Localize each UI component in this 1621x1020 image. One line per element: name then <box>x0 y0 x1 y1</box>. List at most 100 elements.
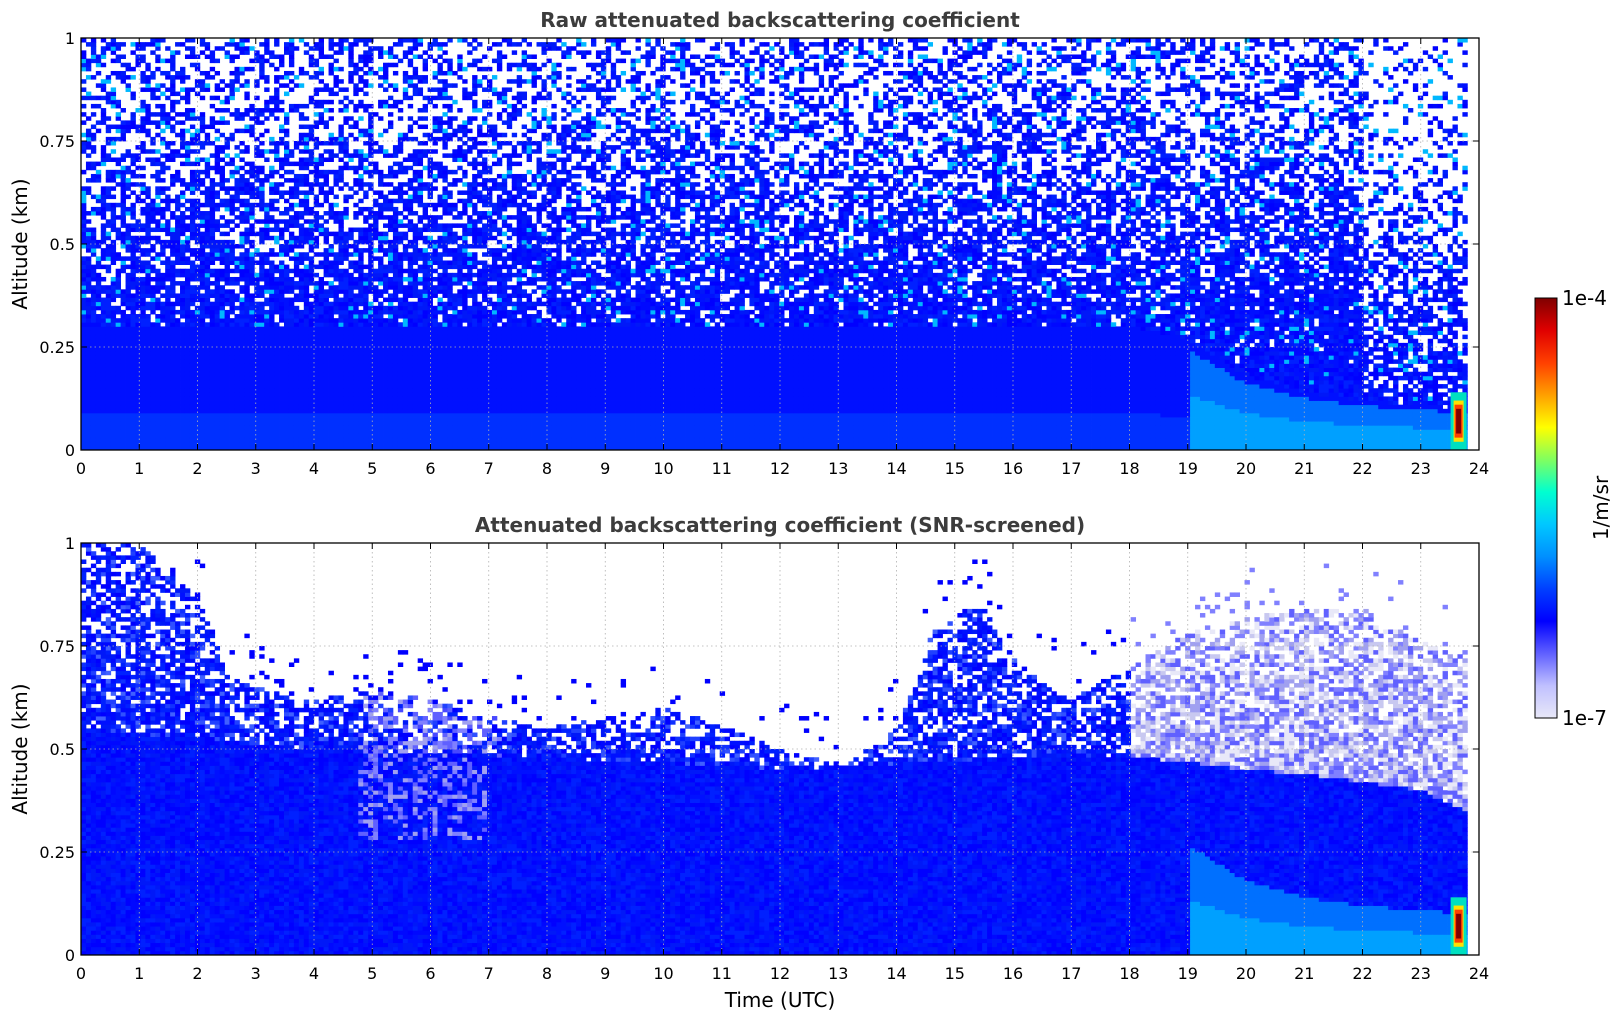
raw-heatmap-cell <box>224 136 230 142</box>
raw-heatmap-cell <box>234 260 240 265</box>
raw-heatmap-cell <box>199 190 206 195</box>
raw-heatmap-cell <box>239 66 245 72</box>
raw-heatmap-cell <box>229 400 235 406</box>
raw-heatmap-cell <box>170 330 176 336</box>
raw-heatmap-cell <box>298 351 305 356</box>
raw-heatmap-cell <box>140 334 146 340</box>
raw-heatmap-cell <box>308 276 315 282</box>
raw-heatmap-cell <box>383 351 389 356</box>
raw-heatmap-cell <box>214 190 221 195</box>
raw-heatmap-cell <box>318 215 325 220</box>
raw-heatmap-cell <box>383 388 389 393</box>
raw-heatmap-cell <box>373 359 379 364</box>
raw-heatmap-cell <box>407 309 414 315</box>
raw-heatmap-cell <box>189 198 196 204</box>
raw-heatmap-cell <box>125 322 131 327</box>
raw-heatmap-cell <box>402 396 409 401</box>
raw-heatmap-cell <box>249 173 255 179</box>
raw-heatmap-cell <box>120 371 126 377</box>
raw-heatmap-cell <box>170 198 176 204</box>
raw-heatmap-cell <box>368 124 374 130</box>
raw-heatmap-cell <box>274 141 280 146</box>
raw-heatmap-cell <box>259 396 265 401</box>
raw-heatmap-cell <box>274 219 280 224</box>
raw-heatmap-cell <box>175 75 181 80</box>
raw-heatmap-cell <box>170 244 176 249</box>
raw-heatmap-cell <box>160 260 166 265</box>
raw-heatmap-cell <box>165 141 171 146</box>
raw-heatmap-cell <box>274 108 280 113</box>
raw-heatmap-cell <box>165 260 171 265</box>
raw-heatmap-cell <box>279 367 285 373</box>
raw-heatmap-cell <box>170 99 176 105</box>
raw-heatmap-cell <box>189 375 196 381</box>
raw-heatmap-cell <box>95 239 102 245</box>
raw-heatmap-cell <box>234 194 240 200</box>
raw-heatmap-cell <box>343 355 349 360</box>
raw-heatmap-cell <box>115 70 122 76</box>
raw-heatmap-cell <box>313 219 320 224</box>
raw-heatmap-cell <box>120 244 126 249</box>
raw-heatmap-cell <box>204 396 211 401</box>
raw-heatmap-cell <box>402 437 409 443</box>
raw-heatmap-cell <box>259 400 265 406</box>
raw-heatmap-cell <box>81 293 87 298</box>
raw-heatmap-cell <box>155 305 161 311</box>
raw-heatmap-cell <box>214 326 221 331</box>
raw-heatmap-cell <box>353 136 359 142</box>
raw-heatmap-cell <box>293 351 300 356</box>
raw-heatmap-cell <box>368 83 374 88</box>
raw-heatmap-cell <box>279 58 285 64</box>
raw-heatmap-cell <box>105 91 112 97</box>
raw-heatmap-cell <box>95 194 102 200</box>
raw-heatmap-cell <box>288 244 295 249</box>
raw-heatmap-cell <box>254 108 260 113</box>
raw-heatmap-cell <box>288 305 295 311</box>
raw-heatmap-cell <box>189 215 196 220</box>
raw-heatmap-cell <box>402 367 409 373</box>
raw-heatmap-cell <box>363 190 369 195</box>
raw-heatmap-cell <box>214 367 221 373</box>
raw-heatmap-cell <box>249 367 255 373</box>
raw-heatmap-cell <box>397 417 404 422</box>
raw-heatmap-cell <box>209 363 216 368</box>
raw-heatmap-cell <box>368 408 374 414</box>
raw-heatmap-cell <box>160 408 166 414</box>
raw-heatmap-cell <box>328 334 334 340</box>
raw-heatmap-cell <box>160 252 166 257</box>
raw-heatmap-cell <box>318 301 325 307</box>
raw-heatmap-cell <box>244 178 250 183</box>
raw-heatmap-cell <box>175 408 181 414</box>
raw-heatmap-cell <box>259 289 265 294</box>
raw-heatmap-cell <box>90 132 97 138</box>
raw-heatmap-cell <box>407 116 414 121</box>
raw-heatmap-cell <box>249 46 255 51</box>
raw-heatmap-cell <box>383 429 389 434</box>
raw-heatmap-cell <box>279 165 285 171</box>
raw-heatmap-cell <box>229 83 235 88</box>
raw-heatmap-cell <box>234 379 240 385</box>
raw-heatmap-cell <box>140 347 146 352</box>
raw-heatmap-cell <box>204 132 211 138</box>
raw-heatmap-cell <box>383 318 389 323</box>
raw-heatmap-cell <box>189 355 196 360</box>
raw-heatmap-cell <box>412 149 419 154</box>
raw-heatmap-cell <box>110 70 117 76</box>
raw-heatmap-cell <box>125 396 131 401</box>
raw-heatmap-cell <box>397 437 404 443</box>
raw-heatmap-cell <box>234 178 240 183</box>
raw-heatmap-cell <box>199 318 206 323</box>
raw-heatmap-cell <box>249 351 255 356</box>
raw-heatmap-cell <box>239 244 245 249</box>
raw-heatmap-cell <box>130 268 136 274</box>
raw-heatmap-cell <box>234 223 240 228</box>
raw-heatmap-cell <box>279 425 285 430</box>
raw-heatmap-cell <box>155 54 161 59</box>
raw-heatmap-cell <box>412 396 419 401</box>
raw-heatmap-cell <box>373 351 379 356</box>
raw-heatmap-cell <box>308 223 315 228</box>
raw-heatmap-cell <box>397 355 404 360</box>
raw-heatmap-cell <box>100 301 107 307</box>
raw-heatmap-cell <box>363 54 369 59</box>
raw-heatmap-cell <box>392 248 399 253</box>
